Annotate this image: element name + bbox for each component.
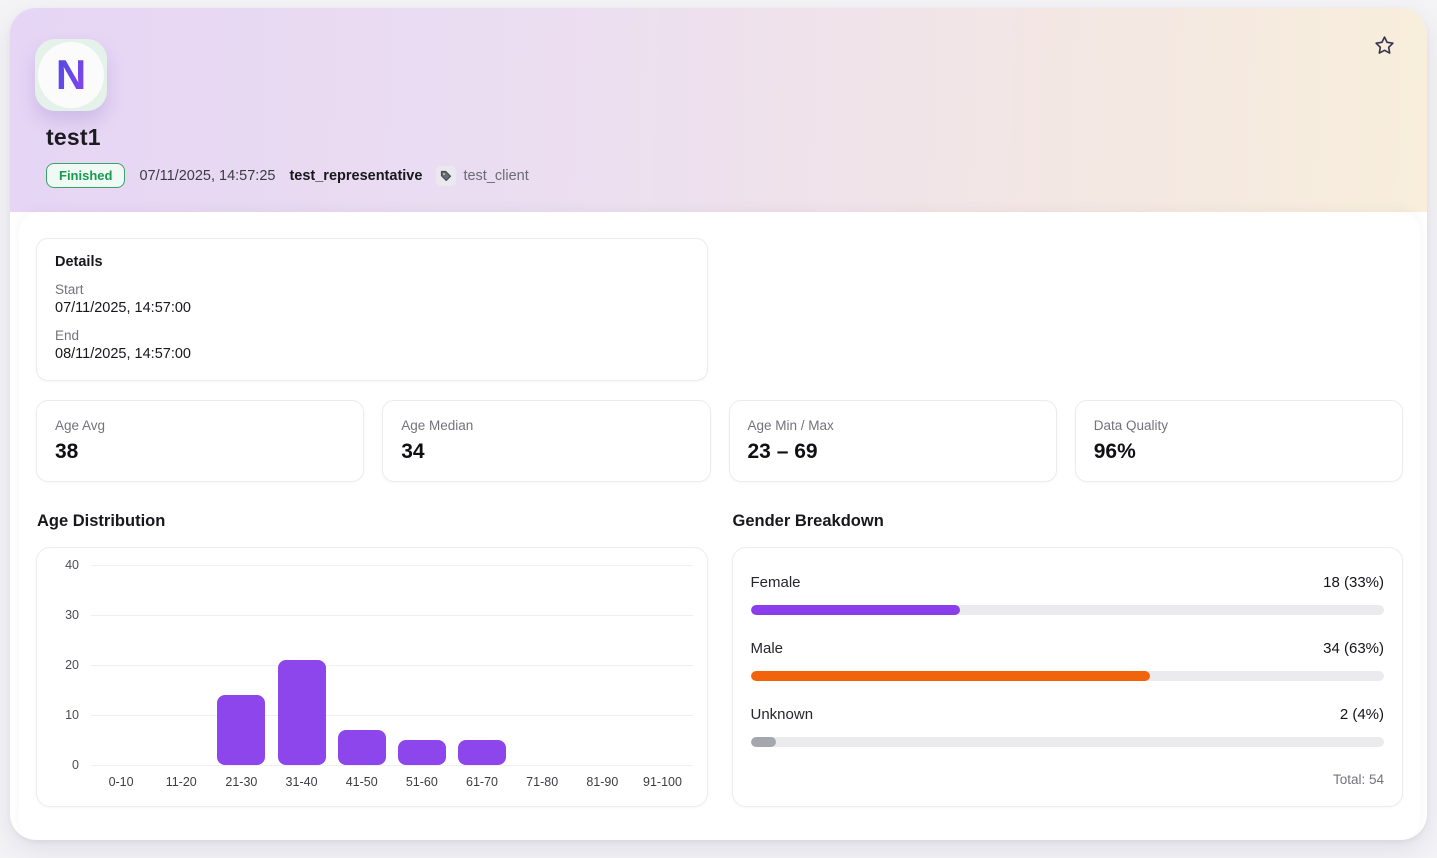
meta-row: Finished 07/11/2025, 14:57:25 test_repre…	[46, 163, 529, 188]
y-tick-label: 20	[65, 658, 79, 672]
status-badge: Finished	[46, 163, 126, 188]
details-title: Details	[55, 254, 103, 270]
age-bars	[91, 565, 693, 765]
logo-letter: N	[35, 39, 107, 111]
bar-slot-11-20	[151, 565, 211, 765]
gridline	[91, 615, 693, 616]
gender-bar-track	[750, 605, 1384, 615]
y-tick-label: 30	[65, 608, 79, 622]
age-chart-plot	[91, 565, 693, 766]
gender-breakdown-section: Gender Breakdown Female 18 (33%) M	[731, 510, 1403, 807]
age-distribution-chart: 40 30 20 10 0 0-10 11-20 21-30 31-40 41-50 51-60 6…	[36, 547, 708, 807]
x-tick-label: 21-30	[225, 775, 258, 789]
bar-slot-21-30	[211, 565, 271, 765]
details-card: Details Start 07/11/2025, 14:57:00 End 0…	[36, 238, 708, 381]
x-tick-label: 81-90	[586, 775, 619, 789]
stat-value: 38	[55, 440, 79, 463]
client-name: test_client	[463, 167, 529, 184]
report-header: N test1 Finished 07/11/2025, 14:57:25 te…	[10, 8, 1427, 212]
favorite-button[interactable]	[1369, 30, 1399, 60]
stat-label: Data Quality	[1093, 418, 1169, 433]
gender-bar-fill-male	[750, 671, 1150, 681]
gender-bar-fill-female	[750, 605, 960, 615]
run-timestamp: 07/11/2025, 14:57:25	[139, 167, 276, 184]
star-icon	[1374, 35, 1394, 54]
x-tick-label: 41-50	[345, 775, 378, 789]
x-tick-label: 71-80	[526, 775, 559, 789]
gridline	[91, 565, 693, 566]
report-card: N test1 Finished 07/11/2025, 14:57:25 te…	[10, 8, 1427, 840]
start-value: 07/11/2025, 14:57:00	[55, 300, 191, 316]
x-tick-label: 31-40	[285, 775, 318, 789]
gender-label: Unknown	[750, 706, 814, 723]
gender-bar-fill-unknown	[750, 737, 776, 747]
age-chart-yaxis: 40 30 20 10 0	[47, 558, 91, 772]
client-tag[interactable]: test_client	[436, 165, 529, 186]
x-tick-label: 51-60	[405, 775, 438, 789]
gridline	[91, 665, 693, 666]
bar-slot-0-10	[91, 565, 151, 765]
bar-21-30[interactable]	[217, 695, 266, 765]
gridline	[91, 765, 693, 766]
app-logo: N	[35, 39, 107, 111]
gender-row-female: Female 18 (33%)	[750, 574, 1384, 615]
stat-value: 23 – 69	[747, 440, 818, 463]
age-chart-xaxis: 0-10 11-20 21-30 31-40 41-50 51-60 61-70 71-80 8…	[91, 775, 693, 789]
stat-label: Age Avg	[55, 418, 106, 433]
gender-total: Total: 54	[1332, 772, 1384, 787]
bar-51-60[interactable]	[397, 740, 446, 765]
gender-value: 2 (4%)	[1339, 706, 1384, 723]
stat-card-age-min-max: Age Min / Max 23 – 69	[728, 400, 1057, 482]
age-distribution-title: Age Distribution	[37, 512, 166, 530]
gender-label: Male	[750, 640, 784, 657]
bar-slot-81-90	[572, 565, 632, 765]
y-tick-label: 0	[72, 758, 79, 772]
gender-breakdown-card: Female 18 (33%) Male 34 (63%)	[731, 547, 1403, 807]
bar-61-70[interactable]	[458, 740, 507, 765]
bar-31-40[interactable]	[277, 660, 326, 765]
bar-slot-61-70	[452, 565, 512, 765]
y-tick-label: 10	[65, 708, 79, 722]
age-distribution-section: Age Distribution 40 30 20 10 0 0-10 11-20 21-3…	[36, 510, 708, 807]
stat-label: Age Median	[401, 418, 474, 433]
stat-value: 34	[401, 440, 425, 463]
stat-card-data-quality: Data Quality 96%	[1074, 400, 1403, 482]
gender-bar-track	[750, 737, 1384, 747]
end-value: 08/11/2025, 14:57:00	[55, 346, 191, 362]
stat-value: 96%	[1093, 440, 1136, 463]
tag-icon	[436, 165, 457, 186]
gender-value: 18 (33%)	[1323, 574, 1384, 591]
bar-41-50[interactable]	[337, 730, 386, 765]
gender-label: Female	[750, 574, 801, 591]
gridline	[91, 715, 693, 716]
bar-slot-41-50	[332, 565, 392, 765]
age-chart-body: 40 30 20 10 0	[47, 558, 693, 772]
content-panel: Details Start 07/11/2025, 14:57:00 End 0…	[19, 212, 1420, 840]
bar-slot-71-80	[512, 565, 572, 765]
end-label: End	[55, 328, 80, 343]
bar-slot-51-60	[392, 565, 452, 765]
stats-row: Age Avg 38 Age Median 34 Age Min / Max 2…	[36, 400, 1403, 482]
charts-row: Age Distribution 40 30 20 10 0 0-10 11-20 21-3…	[36, 510, 1403, 807]
gender-breakdown-title: Gender Breakdown	[732, 512, 884, 530]
x-tick-label: 91-100	[643, 775, 682, 789]
start-label: Start	[55, 282, 84, 297]
stat-label: Age Min / Max	[747, 418, 834, 433]
gender-row-male: Male 34 (63%)	[750, 640, 1384, 681]
gender-row-unknown: Unknown 2 (4%)	[750, 706, 1384, 747]
representative-name: test_representative	[289, 167, 423, 184]
x-tick-label: 0-10	[108, 775, 134, 789]
gender-value: 34 (63%)	[1323, 640, 1384, 657]
x-tick-label: 61-70	[466, 775, 498, 789]
bar-slot-91-100	[632, 565, 692, 765]
gender-bar-track	[750, 671, 1384, 681]
stat-card-age-avg: Age Avg 38	[36, 400, 365, 482]
x-tick-label: 11-20	[165, 775, 197, 789]
stat-card-age-median: Age Median 34	[382, 400, 711, 482]
page-title: test1	[46, 124, 101, 150]
bar-slot-31-40	[271, 565, 331, 765]
y-tick-label: 40	[65, 558, 79, 572]
